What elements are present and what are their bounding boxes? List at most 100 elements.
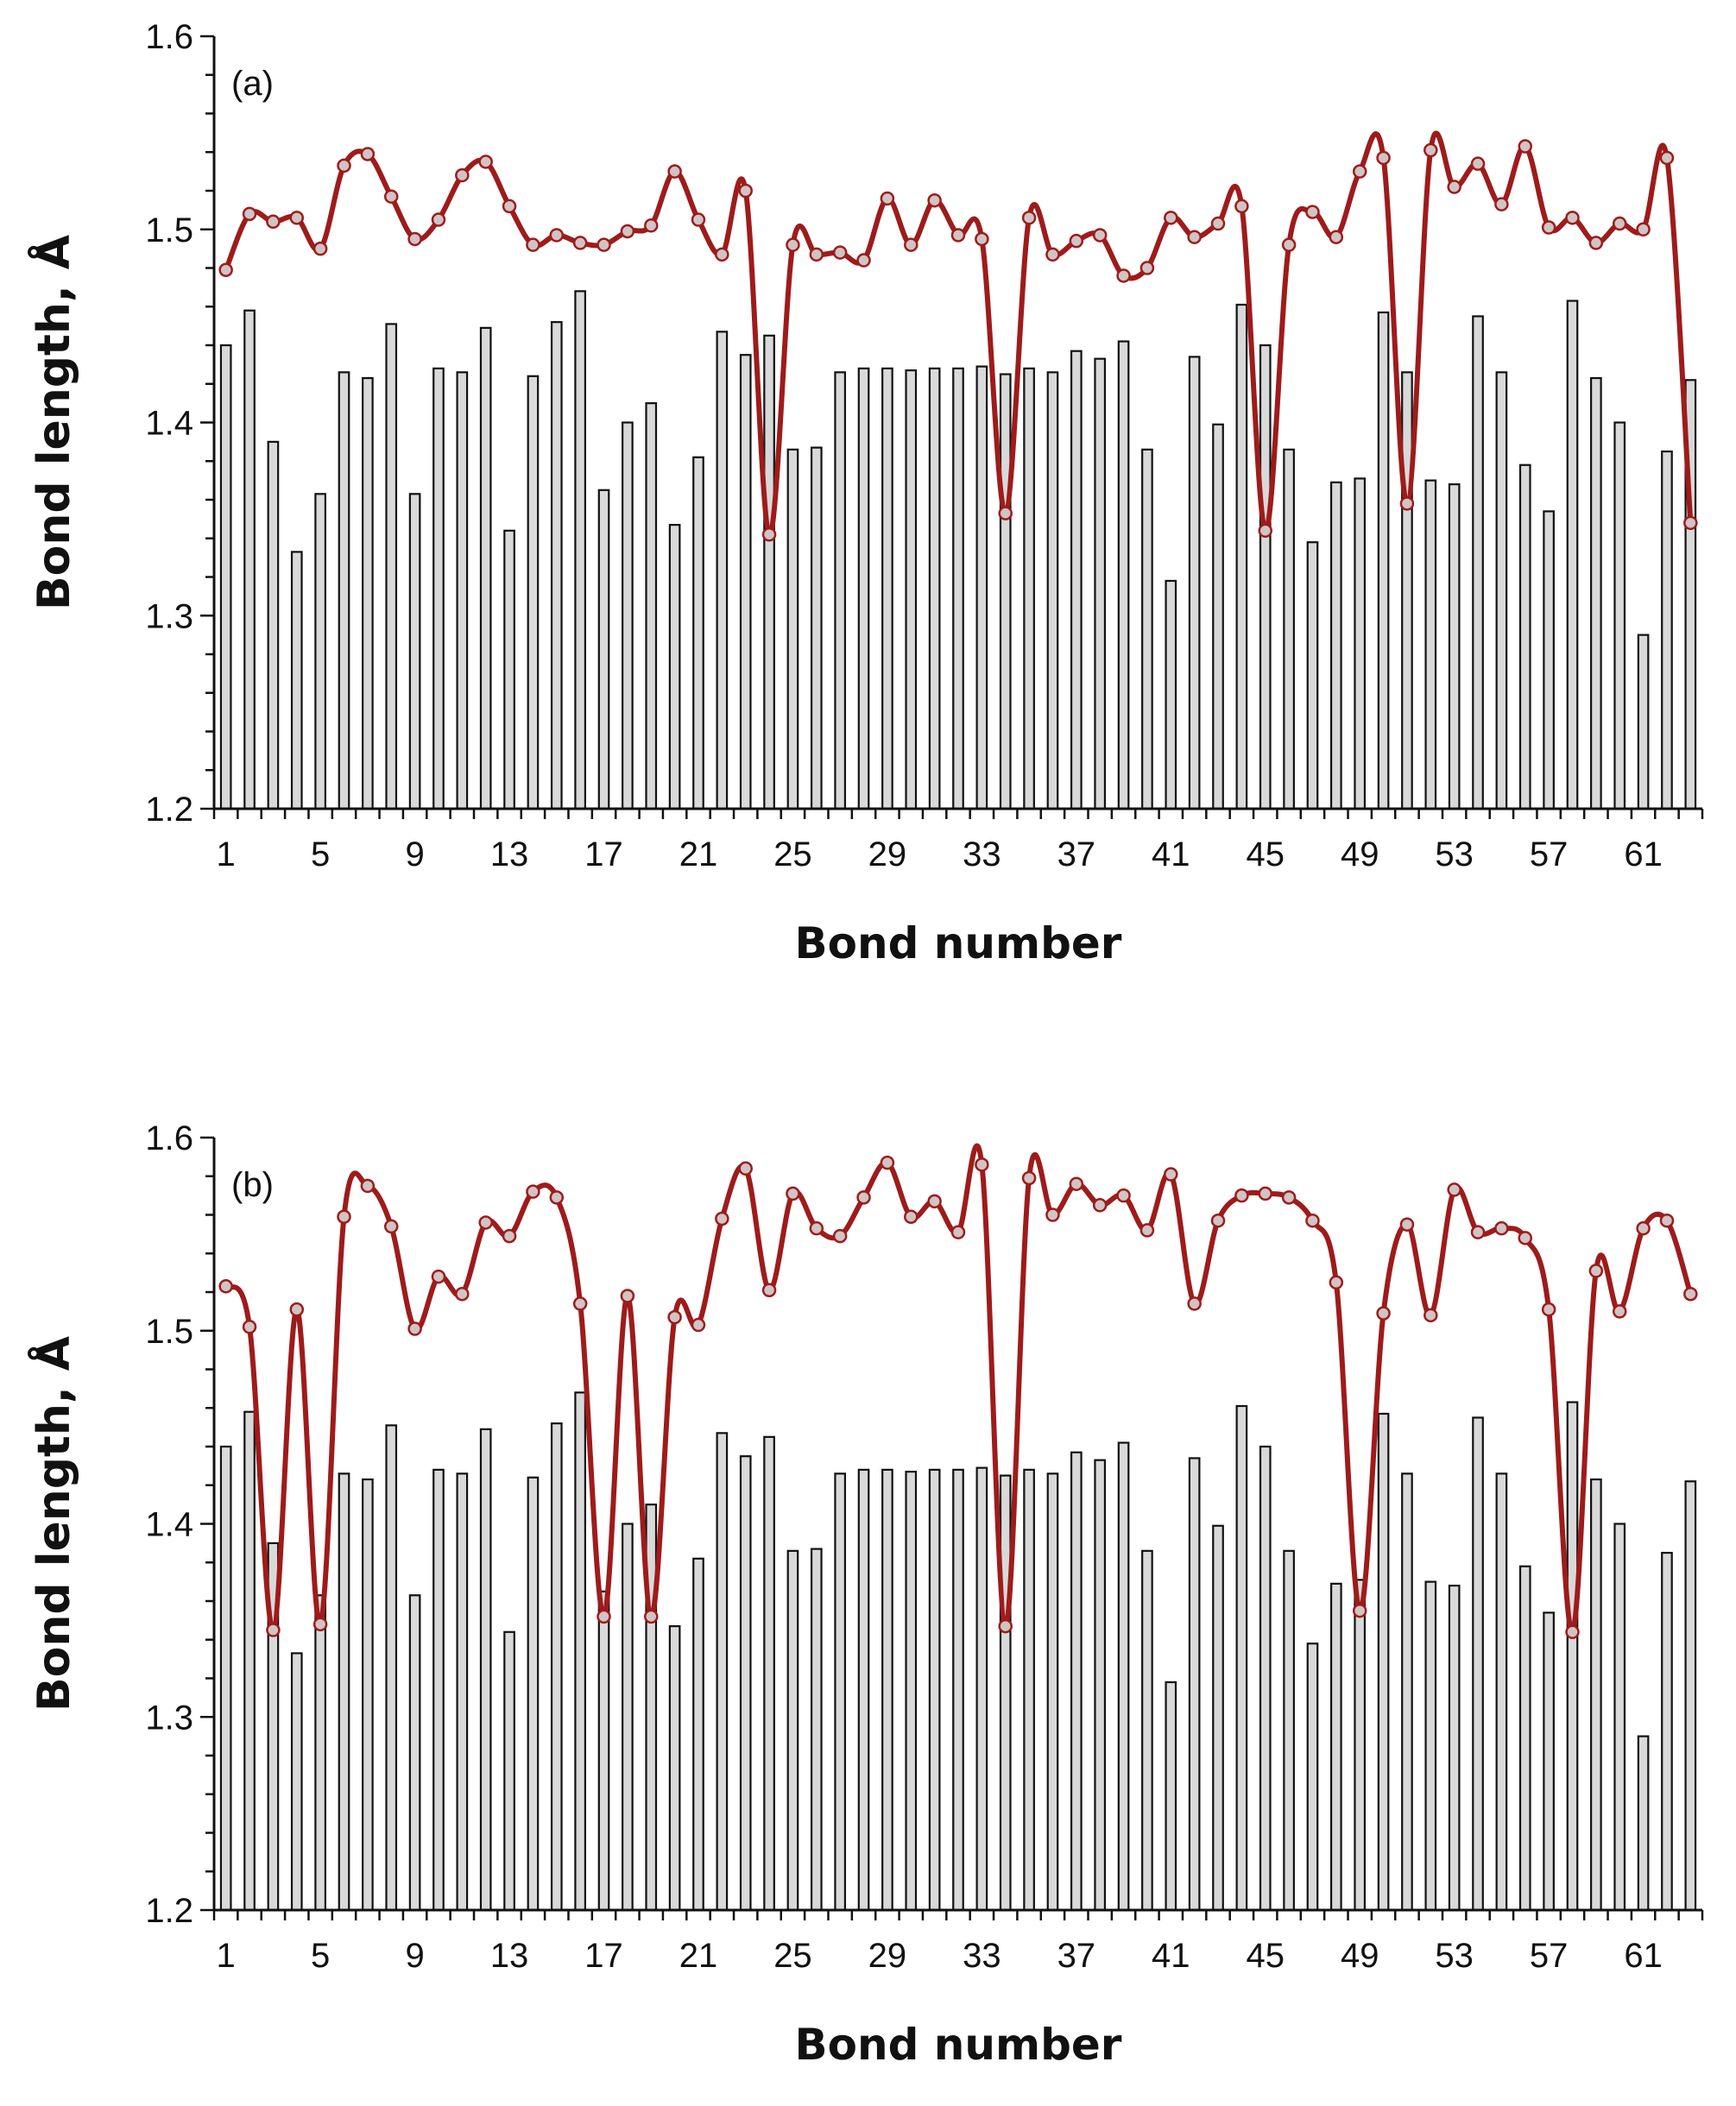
line-point [502,1228,517,1244]
bar [1165,1680,1177,1912]
bar [290,1652,303,1912]
panel-b: 1.2 1.3 1.4 1.5 1.6 1 5 9 13 17 21 25 29 33 37 41 45 49 53… [28,1119,1704,2070]
x-tick-label: 33 [963,1937,1001,1975]
line-point [809,247,824,262]
line-point [1329,1275,1344,1290]
line-point [242,1320,257,1334]
line-point [1588,1264,1604,1278]
line-point [998,506,1013,520]
line-point [1210,216,1226,231]
bar [1212,1524,1224,1912]
line-point [597,237,611,252]
bar [1566,1401,1579,1912]
bar [739,354,752,810]
bar [622,421,634,810]
line-point [1281,1190,1297,1205]
line-point [1683,1286,1698,1302]
bar [1188,356,1201,810]
line-point [715,1211,729,1226]
bar [1283,448,1295,810]
line-point [1258,523,1272,539]
line-point [1541,220,1556,235]
line-point [856,1190,871,1205]
bar [1117,340,1130,810]
line-point [927,1194,942,1209]
line-point [950,1225,966,1239]
bar [1094,357,1107,810]
line-point [1116,268,1131,283]
line-point [691,212,706,227]
bar [668,1624,681,1912]
bar [1070,350,1083,810]
x-tick-label: 9 [405,835,424,873]
line-point [1139,261,1155,275]
x-tick-label: 29 [868,835,907,873]
line-point [526,1184,540,1199]
line-point [407,231,422,247]
x-tick-label: 37 [1057,1937,1096,1975]
line-point [950,228,966,243]
x-tick-label: 29 [868,1937,907,1975]
line-point [312,1617,328,1632]
line-point [1636,1220,1651,1236]
line-point [1541,1302,1556,1317]
bar [928,1468,941,1912]
bar [550,321,563,810]
line-point [691,1317,706,1333]
line-point [455,167,470,183]
bar [1424,479,1437,810]
bar [1306,1643,1319,1912]
bar [857,367,870,810]
line-point [549,1190,565,1205]
x-tick-label: 57 [1530,1937,1569,1975]
line-point [1376,150,1391,166]
bar [1495,1472,1508,1912]
bar [314,1594,326,1912]
bar [1424,1580,1437,1912]
line-point [1234,199,1249,214]
line-point [1494,1220,1509,1236]
line-point [1399,1217,1415,1232]
bar [810,446,823,810]
bar [479,326,492,810]
bar [1401,1472,1413,1912]
line-point [1092,228,1108,243]
bar [1495,371,1508,810]
bar [645,402,658,810]
line-point [1305,205,1320,219]
x-tick-label: 49 [1341,1937,1379,1975]
line-point [1258,1186,1272,1201]
x-tick-label: 9 [405,1937,424,1975]
x-tick-label: 25 [773,835,812,873]
bar [716,331,729,810]
x-tick-label: 45 [1246,1937,1285,1975]
bar [1329,1582,1342,1912]
line-point [1565,1624,1580,1640]
line-point [431,1269,446,1284]
line-point [1164,1167,1178,1182]
line-point [407,1321,422,1336]
bar [692,1557,704,1912]
line-point [1187,230,1202,244]
bar [739,1455,752,1912]
line-point [431,212,446,227]
bar [1566,300,1579,810]
line-point [738,1161,753,1176]
line-point [1659,150,1675,166]
line-point [761,1283,777,1298]
bar [928,367,941,810]
y-tick-label: 1.6 [145,18,193,56]
bar [574,1391,586,1912]
x-tick-label: 53 [1435,1937,1474,1975]
y-tick-label: 1.3 [145,1699,193,1737]
bar [716,1432,729,1912]
line-point [1612,216,1627,231]
line-point [620,1289,635,1303]
bar [597,1590,610,1912]
bar [1283,1549,1295,1912]
bar [1518,1565,1531,1912]
line-point [1116,1188,1131,1203]
line-point [1612,1304,1627,1319]
bar [975,1466,988,1912]
